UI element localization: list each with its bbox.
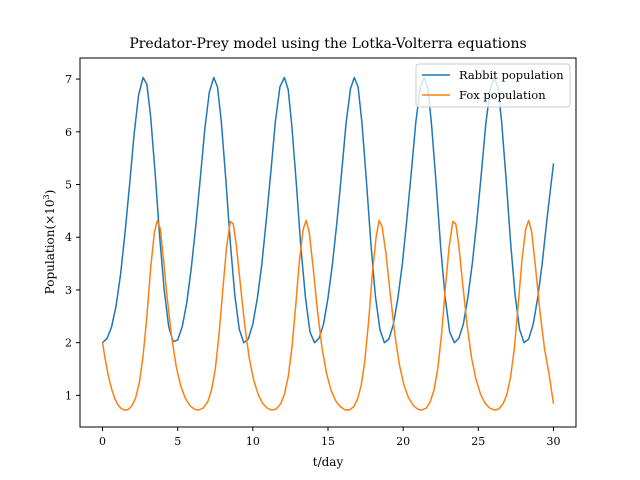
x-tick-label: 15 <box>321 435 335 448</box>
series-group <box>101 76 555 411</box>
y-axis-label-exponent: 3 <box>42 194 51 199</box>
legend: Rabbit population Fox population <box>415 63 571 108</box>
y-axis-label: Population(×103) <box>42 190 57 295</box>
series-line-fox <box>101 219 555 411</box>
legend-label-fox: Fox population <box>459 88 546 102</box>
y-tick-label: 5 <box>65 179 72 192</box>
y-axis-label-text: Population(×10 <box>43 199 57 294</box>
y-tick-label: 2 <box>65 337 72 350</box>
y-tick-label: 1 <box>65 389 72 402</box>
x-axis-ticks: 0 5 10 15 20 25 30 <box>99 427 560 448</box>
x-tick-label: 30 <box>546 435 560 448</box>
y-axis-label-close: ) <box>43 190 57 195</box>
plot-area: 0 5 10 15 20 25 30 1 2 3 4 5 6 7 <box>65 57 577 448</box>
x-tick-label: 25 <box>471 435 485 448</box>
x-tick-label: 10 <box>246 435 260 448</box>
y-tick-label: 7 <box>65 73 72 86</box>
series-line-rabbit <box>101 76 555 344</box>
x-tick-label: 5 <box>174 435 181 448</box>
legend-label-rabbit: Rabbit population <box>459 68 564 82</box>
x-tick-label: 0 <box>99 435 106 448</box>
chart-title: Predator-Prey model using the Lotka-Volt… <box>129 36 526 52</box>
x-axis-label: t/day <box>313 455 344 469</box>
y-tick-label: 3 <box>65 284 72 297</box>
y-axis-ticks: 1 2 3 4 5 6 7 <box>65 73 80 402</box>
y-tick-label: 4 <box>65 231 72 244</box>
x-tick-label: 20 <box>396 435 410 448</box>
legend-box <box>415 63 571 108</box>
y-tick-label: 6 <box>65 126 72 139</box>
